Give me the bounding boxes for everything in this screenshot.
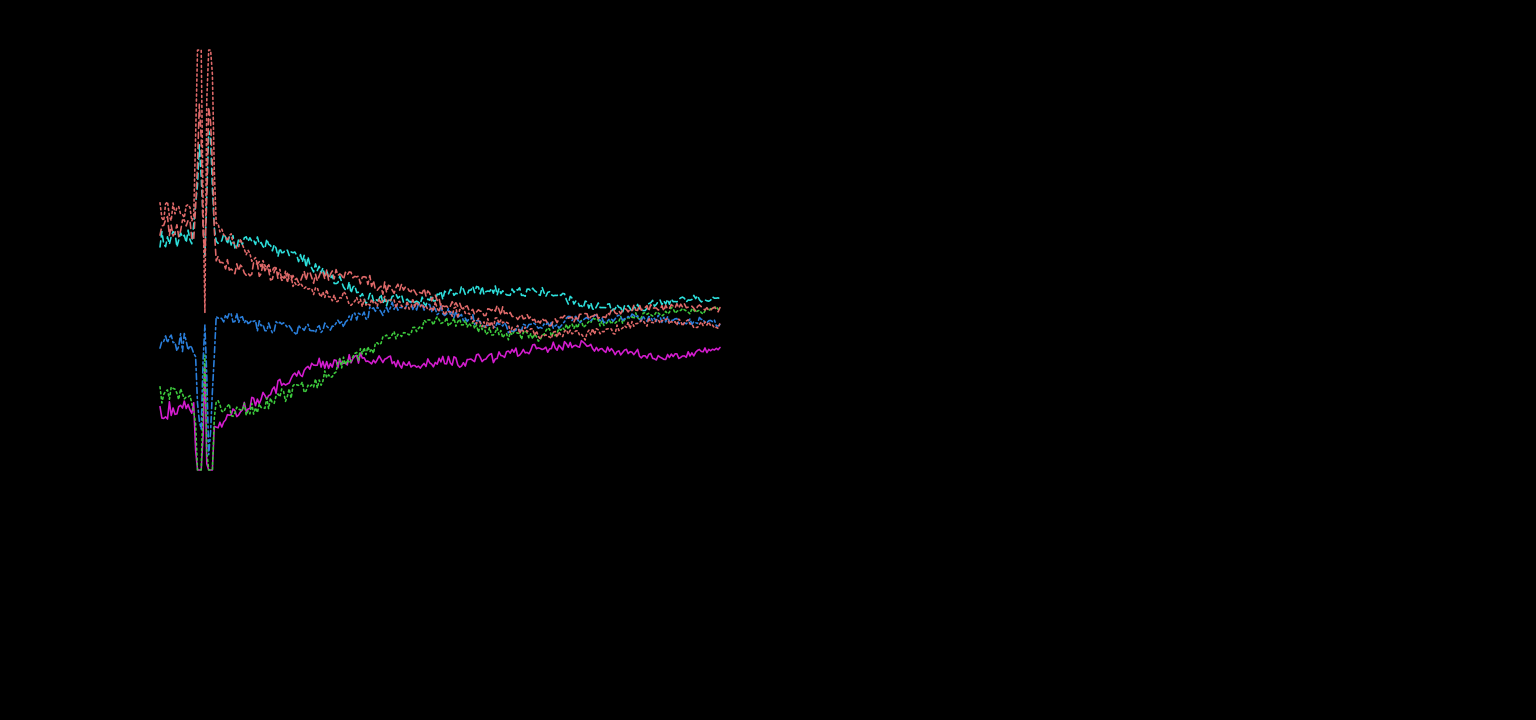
chart-background: [0, 0, 1536, 720]
line-chart: [0, 0, 1536, 720]
